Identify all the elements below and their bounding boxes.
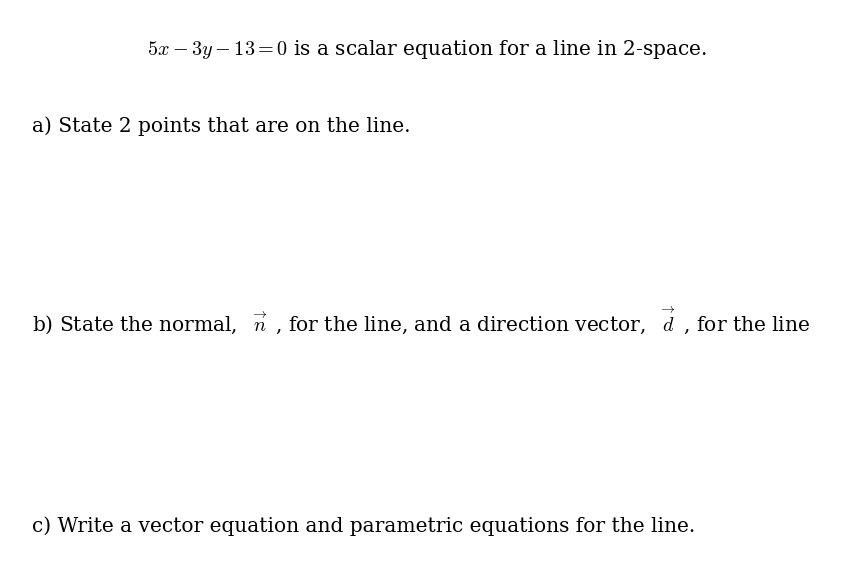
Text: b) State the normal,  $\overset{\to}{n}$ , for the line, and a direction vector,: b) State the normal, $\overset{\to}{n}$ … [32,304,809,336]
Text: c) Write a vector equation and parametric equations for the line.: c) Write a vector equation and parametri… [32,517,695,537]
Text: a) State 2 points that are on the line.: a) State 2 points that are on the line. [32,117,410,137]
Text: $5x-3y-13=0$ is a scalar equation for a line in 2-space.: $5x-3y-13=0$ is a scalar equation for a … [147,38,706,61]
